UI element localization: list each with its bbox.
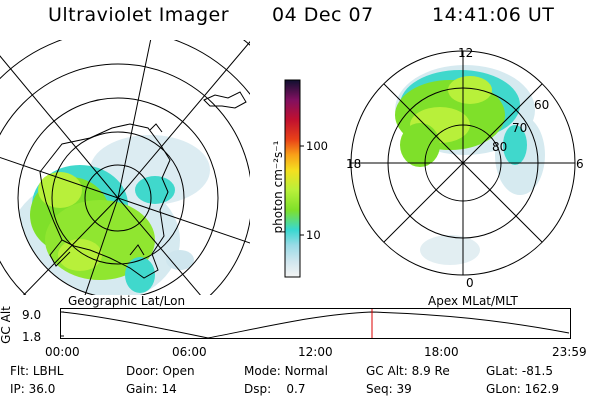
coastline [39, 123, 171, 279]
geographic-map [0, 40, 250, 295]
alt-axis-label: GC Alt [0, 306, 13, 344]
x-tick-0000: 00:00 [45, 345, 80, 359]
x-tick-2359: 23:59 [552, 345, 587, 359]
mlt-label-12: 12 [458, 46, 474, 60]
x-tick-1800: 18:00 [424, 345, 459, 359]
status-door: Door: Open [126, 364, 195, 378]
date-label: 04 Dec 07 [272, 4, 374, 26]
colorbar-tick-100: 100 [306, 139, 328, 153]
status-gain: Gain: 14 [126, 382, 177, 396]
right-panel-caption: Apex MLat/MLT [428, 294, 518, 308]
left-panel-caption: Geographic Lat/Lon [68, 294, 186, 308]
status-ip: IP: 36.0 [10, 382, 56, 396]
colorbar [284, 79, 304, 278]
alt-tick-high: 9.0 [22, 308, 42, 322]
status-mode: Mode: Normal [244, 364, 328, 378]
altitude-plot [60, 308, 571, 339]
mlt-label-18: 18 [346, 157, 362, 171]
mlt-label-0: 0 [466, 276, 474, 290]
colorbar-unit-label: photon cm⁻²s⁻¹ [271, 140, 285, 234]
status-flt: Flt: LBHL [10, 364, 64, 378]
mlat-label-70: 70 [512, 121, 528, 135]
colorbar-tick-10: 10 [306, 228, 321, 242]
alt-tick-low: 1.8 [22, 330, 42, 344]
magnetic-map [350, 50, 576, 276]
altitude-curve [61, 311, 570, 339]
mlt-label-6: 6 [576, 157, 584, 171]
aurora-image-left [18, 135, 210, 295]
status-gc-alt: GC Alt: 8.9 Re [366, 364, 450, 378]
mlat-label-60: 60 [534, 98, 550, 112]
status-glon: GLon: 162.9 [486, 382, 559, 396]
status-seq: Seq: 39 [366, 382, 412, 396]
status-dsp: Dsp: 0.7 [244, 382, 306, 396]
mlat-label-80: 80 [492, 140, 508, 154]
time-label: 14:41:06 UT [432, 4, 555, 26]
x-tick-0600: 06:00 [172, 345, 207, 359]
status-glat: GLat: -81.5 [486, 364, 553, 378]
instrument-title: Ultraviolet Imager [48, 4, 230, 26]
x-tick-1200: 12:00 [298, 345, 333, 359]
aurora-image-right [395, 65, 545, 265]
